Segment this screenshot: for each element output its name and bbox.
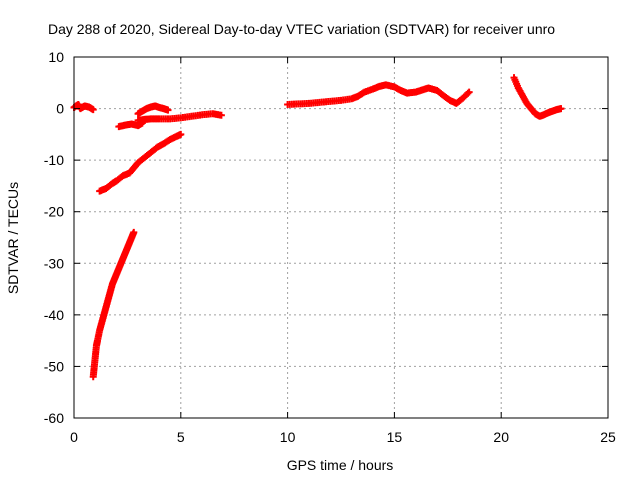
y-tick-label: 0: [56, 101, 64, 117]
data-series: [510, 74, 565, 120]
x-tick-label: 5: [177, 429, 185, 445]
y-tick-label: -20: [44, 204, 64, 220]
data-series: [134, 110, 225, 124]
data-point: [557, 105, 565, 113]
data-series: [89, 228, 138, 381]
data-point: [89, 106, 97, 114]
data-point: [465, 88, 473, 96]
x-tick-label: 0: [70, 429, 78, 445]
chart-title: Day 288 of 2020, Sidereal Day-to-day VTE…: [48, 21, 555, 37]
y-tick-label: -50: [44, 358, 64, 374]
x-tick-label: 15: [387, 429, 403, 445]
y-tick-label: -60: [44, 410, 64, 426]
y-axis-label: SDTVAR / TECUs: [5, 182, 21, 294]
y-tick-label: -40: [44, 307, 64, 323]
y-tick-label: -10: [44, 152, 64, 168]
data-point: [130, 228, 138, 236]
plot-frame: [73, 56, 609, 419]
data-series: [284, 81, 473, 108]
data-series: [96, 130, 185, 195]
x-tick-labels: 0 5 10 15 20 25: [70, 429, 616, 445]
data-point: [217, 111, 225, 119]
data-point: [164, 106, 172, 114]
data-series: [134, 102, 172, 118]
y-tick-label: 10: [48, 49, 64, 65]
x-tick-label: 25: [600, 429, 616, 445]
grid: [74, 57, 608, 418]
data-point: [177, 130, 185, 138]
data-points: [70, 74, 565, 381]
data-point: [464, 89, 472, 97]
tick-marks: [73, 56, 609, 419]
x-tick-label: 10: [280, 429, 296, 445]
x-axis-label: GPS time / hours: [287, 457, 394, 473]
plot-border: [73, 56, 609, 419]
x-tick-label: 20: [493, 429, 509, 445]
y-tick-label: -30: [44, 255, 64, 271]
y-tick-labels: 10 0 -10 -20 -30 -40 -50 -60: [44, 49, 64, 426]
